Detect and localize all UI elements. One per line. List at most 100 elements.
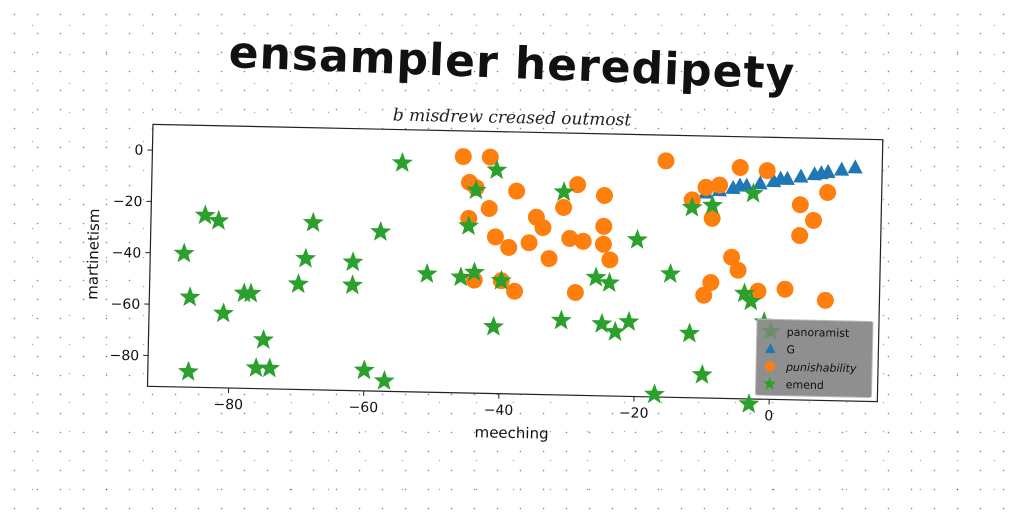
star-point <box>464 261 485 282</box>
circle-point <box>776 280 794 298</box>
star-point <box>483 315 505 336</box>
circle-point <box>729 261 747 279</box>
y-tick-label: −40 <box>112 245 142 262</box>
plot-area <box>146 123 884 403</box>
star-point <box>373 369 395 391</box>
star-point <box>585 266 607 287</box>
circle-point <box>561 229 579 247</box>
circle-point <box>480 200 498 218</box>
legend-label: emend <box>786 378 824 392</box>
star-point <box>490 269 512 290</box>
star-point <box>194 204 216 225</box>
x-tick-label: 0 <box>764 408 773 424</box>
star-point <box>604 320 626 341</box>
star-point <box>259 357 281 378</box>
star-point <box>681 196 703 217</box>
star-point <box>450 266 472 287</box>
circle-point <box>506 282 524 300</box>
star-point <box>626 228 648 249</box>
triangle-point <box>833 161 850 176</box>
star-point <box>213 302 234 323</box>
circle-point <box>697 178 715 196</box>
star-point <box>245 357 267 378</box>
y-tick-label: −20 <box>113 194 143 211</box>
circle-point <box>481 148 499 166</box>
circle-point <box>508 182 526 200</box>
legend-marker-panoramist <box>761 321 781 340</box>
circle-point <box>702 274 720 292</box>
circle-point <box>695 286 713 304</box>
circle-point <box>805 211 823 229</box>
star-point <box>416 262 438 283</box>
x-tick-label: −60 <box>348 400 378 417</box>
star-point <box>458 215 480 236</box>
circle-point <box>758 162 776 180</box>
star-point <box>287 273 309 294</box>
circle-point <box>595 217 613 235</box>
circle-point <box>601 251 619 269</box>
star-point <box>591 312 613 333</box>
legend-label: panoramist <box>787 326 850 340</box>
star-point <box>486 159 508 180</box>
x-tick-label: −20 <box>619 405 649 422</box>
star-point <box>173 242 195 263</box>
star-point <box>691 363 713 384</box>
x-axis: −80 −60 −40 −20 0 <box>213 388 773 424</box>
y-tick-label: −60 <box>110 296 140 313</box>
star-point <box>342 274 363 295</box>
circle-point <box>500 238 518 256</box>
star-point <box>702 194 723 215</box>
triangle-point <box>813 165 829 180</box>
circle-point <box>731 159 749 177</box>
circle-point <box>534 219 552 237</box>
legend-marker-punishability <box>765 361 776 372</box>
star-point <box>465 179 487 200</box>
star-point <box>553 181 575 202</box>
circle-point <box>657 152 675 170</box>
star-point <box>738 393 760 414</box>
star-point <box>208 209 230 230</box>
star-point <box>240 282 262 303</box>
triangle-point <box>772 170 789 185</box>
x-axis-label: meeching <box>474 423 548 443</box>
star-point <box>295 247 317 268</box>
star-point <box>550 309 572 330</box>
legend-box <box>754 318 874 398</box>
triangle-point <box>847 159 863 174</box>
star-point <box>643 383 665 404</box>
x-tick-label: −40 <box>484 402 514 419</box>
star-point <box>353 359 375 380</box>
circle-point <box>816 291 834 309</box>
star-point <box>177 360 199 381</box>
triangle-point <box>732 177 748 192</box>
circle-point <box>486 228 504 246</box>
star-point <box>179 286 201 307</box>
legend-label: G <box>786 343 795 356</box>
circle-point <box>723 248 741 266</box>
triangle-point <box>793 168 809 183</box>
circle-point <box>819 183 837 201</box>
circle-point <box>791 196 809 214</box>
star-point <box>742 182 764 203</box>
circle-point <box>555 198 573 216</box>
star-point <box>252 328 274 349</box>
circle-point <box>540 250 558 268</box>
y-axis: 0 −20 −40 −60 −80 <box>109 143 153 364</box>
star-point <box>679 322 700 343</box>
legend-marker-emend <box>763 376 777 390</box>
star-point <box>740 290 762 311</box>
circle-point <box>791 227 809 245</box>
legend-marker-G <box>765 343 776 354</box>
x-tick-label: −80 <box>213 397 243 414</box>
y-tick-label: 0 <box>134 143 143 159</box>
circle-point <box>520 234 538 252</box>
star-point <box>391 152 413 173</box>
circle-point <box>454 148 472 166</box>
star-point <box>618 310 640 331</box>
star-point <box>302 211 324 232</box>
star-point <box>342 251 364 272</box>
star-point <box>660 262 681 283</box>
circle-point <box>595 187 613 205</box>
